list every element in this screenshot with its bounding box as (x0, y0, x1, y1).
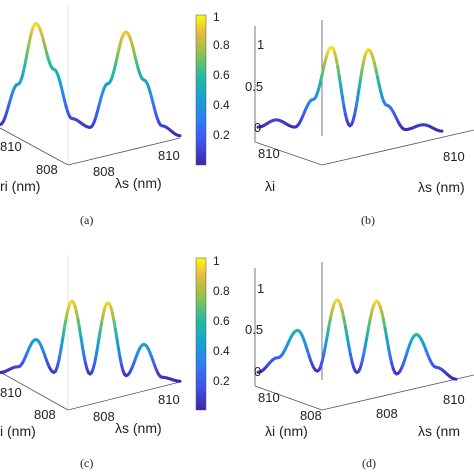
panel-label: (b) (361, 213, 375, 227)
data-curve (256, 298, 458, 381)
panel-label: (d) (362, 456, 376, 470)
x-axis-label: λi (nm) (265, 423, 308, 439)
x-tick-label: 808 (36, 162, 58, 177)
curve-segment (115, 337, 120, 351)
y-axis-label: λs (nm (418, 423, 460, 439)
y-tick-label: 810 (158, 148, 180, 163)
colorbar (195, 14, 207, 166)
y-axis-label: λs (nm) (115, 420, 162, 436)
y-tick-label: 808 (93, 164, 115, 179)
curve-segment (359, 67, 364, 80)
curve-segment (339, 84, 344, 99)
curve-segment (336, 65, 341, 78)
axis-floor-left (0, 371, 69, 411)
x-tick-label: 808 (300, 408, 322, 423)
colorbar-top: 1 0.8 0.6 0.4 0.2 (195, 10, 230, 166)
x-axis-label: i (nm) (0, 423, 36, 439)
curve-segment (60, 335, 65, 348)
curve-segment (365, 326, 371, 339)
z-tick-label: 0 (254, 364, 261, 379)
panel-c: 810 808 808 810 i (nm) λs (nm) (c) (0, 255, 182, 470)
curve-segment (325, 324, 331, 337)
y-tick-label: 810 (443, 149, 465, 164)
y-tick-label: 810 (443, 392, 465, 407)
curve-segment (324, 333, 329, 347)
curve-segment (383, 326, 389, 340)
curve-segment (357, 76, 363, 90)
axis-floor-left (254, 141, 323, 166)
colorbar-tick: 0.4 (213, 344, 230, 358)
panel-label: (a) (80, 213, 93, 227)
panel-b: 1 0.5 0 810 810 λi λs (nm) (b) (245, 20, 474, 227)
colorbar-tick: 0.8 (213, 38, 230, 52)
colorbar-tick: 1 (213, 254, 220, 268)
colorbar-tick: 0.4 (213, 98, 230, 112)
colorbar-tick: 0.2 (213, 374, 230, 388)
curve-segment (337, 74, 343, 88)
z-tick-label: 1 (257, 281, 264, 296)
curve-segment (345, 334, 351, 348)
axis-floor-right (67, 137, 181, 166)
y-tick-label: 808 (93, 409, 115, 424)
panel-d: 1 0.5 0 810 808 808 810 λi (nm) λs (nm (… (245, 262, 474, 470)
curve-segment (356, 86, 361, 100)
curve-segment (114, 328, 119, 341)
y-axis-label: λs (nm) (418, 179, 465, 195)
axis-floor-right (321, 129, 474, 166)
x-tick-label: 808 (34, 407, 56, 422)
curve-segment (343, 325, 349, 338)
x-tick-label: 810 (0, 139, 22, 154)
curve-segment (61, 326, 66, 339)
axis-floor-right (321, 374, 474, 411)
x-tick-label: 810 (258, 390, 280, 405)
z-tick-label: 0.5 (245, 79, 263, 94)
x-axis-label: ri (nm) (0, 178, 40, 194)
colorbar (195, 257, 207, 411)
curve-segment (79, 336, 84, 349)
curve-segment (385, 336, 390, 349)
axis-floor-right (67, 381, 181, 411)
y-tick-label: 808 (376, 406, 398, 421)
data-curve (0, 299, 182, 383)
colorbar-bottom: 1 0.8 0.6 0.4 0.2 (195, 254, 230, 411)
curve-segment (97, 327, 102, 340)
colorbar-tick: 1 (213, 10, 220, 24)
x-axis-label: λi (265, 178, 275, 194)
colorbar-tick: 0.2 (213, 128, 230, 142)
curve-segment (96, 336, 101, 350)
axis-floor-left (254, 385, 323, 411)
curve-segment (340, 95, 346, 108)
data-curve (256, 45, 444, 133)
curve-segment (363, 335, 369, 348)
z-tick-label: 0 (254, 120, 261, 135)
axis-floor-left (0, 127, 69, 166)
colorbar-tick: 0.6 (213, 314, 230, 328)
panel-label: (c) (80, 456, 93, 470)
y-tick-label: 810 (158, 392, 180, 407)
y-axis-label: λs (nm) (115, 175, 162, 191)
x-tick-label: 810 (258, 146, 280, 161)
panel-a: 810 808 808 810 ri (nm) λs (nm) (a) (0, 5, 182, 227)
colorbar-tick: 0.6 (213, 68, 230, 82)
curve-segment (354, 96, 360, 109)
x-tick-label: 810 (0, 385, 22, 400)
z-tick-label: 1 (257, 37, 264, 52)
colorbar-tick: 0.8 (213, 284, 230, 298)
curve-segment (78, 326, 83, 340)
data-curve (0, 22, 182, 138)
z-tick-label: 0.5 (245, 322, 263, 337)
